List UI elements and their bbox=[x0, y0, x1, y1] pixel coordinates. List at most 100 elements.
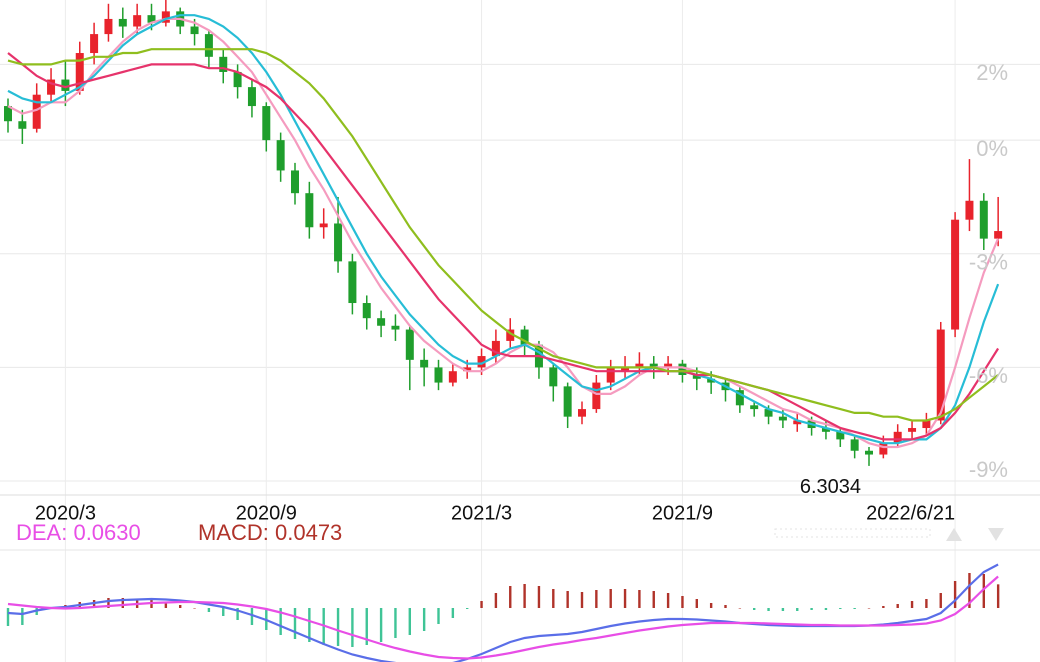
macd-bar bbox=[566, 591, 569, 608]
macd-bar bbox=[437, 608, 440, 624]
x-tick-label: 2022/6/21 bbox=[866, 502, 955, 524]
macd-bar bbox=[537, 586, 541, 608]
candle-body bbox=[621, 367, 630, 372]
candle-body bbox=[965, 200, 974, 220]
macd-bar bbox=[767, 608, 770, 611]
candle-body bbox=[578, 409, 586, 417]
candle-body bbox=[735, 390, 744, 406]
macd-bar bbox=[953, 581, 957, 608]
candle-body bbox=[204, 34, 213, 57]
candle-body bbox=[75, 53, 84, 91]
candle-body bbox=[219, 56, 228, 72]
candle-body bbox=[147, 15, 156, 23]
candle-body bbox=[233, 71, 242, 88]
candle-body bbox=[592, 382, 601, 410]
macd-bar bbox=[824, 608, 828, 610]
candle-body bbox=[520, 329, 529, 345]
candle-body bbox=[606, 367, 615, 383]
macd-bar bbox=[968, 573, 971, 608]
ma-line bbox=[7, 14, 1000, 445]
candle-body bbox=[692, 375, 701, 379]
candle-body bbox=[61, 79, 70, 91]
y-tick-label: 2% bbox=[976, 60, 1008, 85]
macd-bar bbox=[408, 608, 411, 635]
macd-bar bbox=[552, 589, 555, 608]
candle-body bbox=[104, 18, 113, 35]
x-tick-label: 2020/9 bbox=[236, 502, 297, 524]
macd-bar bbox=[466, 608, 469, 609]
candle-body bbox=[305, 193, 314, 228]
up-arrow[interactable] bbox=[946, 528, 962, 541]
candle-body bbox=[391, 325, 400, 330]
macd-bar bbox=[652, 591, 655, 608]
candle-body bbox=[850, 439, 859, 451]
macd-bar bbox=[422, 608, 426, 631]
macd-bar bbox=[839, 608, 842, 609]
candle-body bbox=[836, 431, 845, 440]
macd-bar bbox=[494, 593, 498, 608]
x-tick-label: 2020/3 bbox=[35, 502, 96, 524]
y-tick-label: 0% bbox=[976, 136, 1008, 161]
macd-bar bbox=[379, 608, 383, 642]
candle-body bbox=[764, 409, 773, 417]
macd-bar bbox=[107, 598, 110, 608]
macd-bar bbox=[695, 599, 698, 608]
candle-body bbox=[4, 106, 12, 122]
macd-bar bbox=[781, 608, 785, 611]
candle-body bbox=[319, 223, 328, 228]
ma-line bbox=[7, 48, 999, 422]
toolbar bbox=[774, 528, 1004, 541]
macd-bar bbox=[394, 608, 397, 638]
macd-bar bbox=[867, 608, 871, 609]
candle-body bbox=[420, 359, 429, 368]
candle-body bbox=[563, 386, 572, 417]
candle-body bbox=[262, 106, 271, 141]
macd-bar bbox=[6, 608, 10, 626]
candle-body bbox=[821, 428, 830, 432]
candle-body bbox=[707, 378, 716, 383]
macd-bar bbox=[882, 606, 885, 608]
macd-bar bbox=[580, 592, 584, 608]
candle-body bbox=[90, 34, 99, 54]
candle-body bbox=[47, 79, 56, 95]
candle-body bbox=[448, 371, 457, 383]
macd-bar bbox=[796, 608, 799, 611]
down-arrow[interactable] bbox=[988, 528, 1004, 541]
candle-body bbox=[893, 431, 902, 444]
macd-bar bbox=[982, 574, 985, 608]
candle-body bbox=[951, 219, 960, 330]
candle-body bbox=[922, 420, 931, 429]
candle-body bbox=[247, 87, 256, 107]
macd-bar bbox=[738, 608, 742, 609]
macd-bar bbox=[480, 601, 483, 608]
y-tick-label: -6% bbox=[969, 363, 1008, 388]
macd-bar bbox=[910, 601, 914, 608]
price-plot bbox=[4, 0, 1003, 466]
low-annotation: 6.3034 bbox=[800, 476, 861, 498]
macd-bar bbox=[279, 608, 282, 635]
macd-bar bbox=[623, 589, 627, 608]
macd-bar bbox=[996, 584, 1000, 608]
candle-body bbox=[405, 329, 414, 360]
macd-bar bbox=[164, 602, 168, 608]
candle-body bbox=[506, 329, 515, 341]
candle-body bbox=[994, 231, 1003, 239]
macd-bar bbox=[666, 593, 670, 608]
candle-body bbox=[979, 200, 988, 239]
macd-plot bbox=[6, 563, 1000, 662]
macd-bar bbox=[21, 608, 24, 625]
macd-bar bbox=[523, 584, 526, 608]
candle-body bbox=[362, 303, 371, 319]
dotted-range bbox=[774, 528, 931, 538]
macd-bar bbox=[365, 608, 368, 645]
candle-body bbox=[18, 121, 27, 129]
x-tick-label: 2021/9 bbox=[652, 502, 713, 524]
macd-bar bbox=[609, 589, 612, 608]
macd-bar bbox=[222, 608, 225, 616]
macd-bar bbox=[853, 608, 856, 609]
macd-bar bbox=[250, 608, 254, 625]
candle-body bbox=[750, 405, 759, 410]
candle-body bbox=[32, 94, 41, 129]
macd-bar bbox=[451, 608, 455, 618]
